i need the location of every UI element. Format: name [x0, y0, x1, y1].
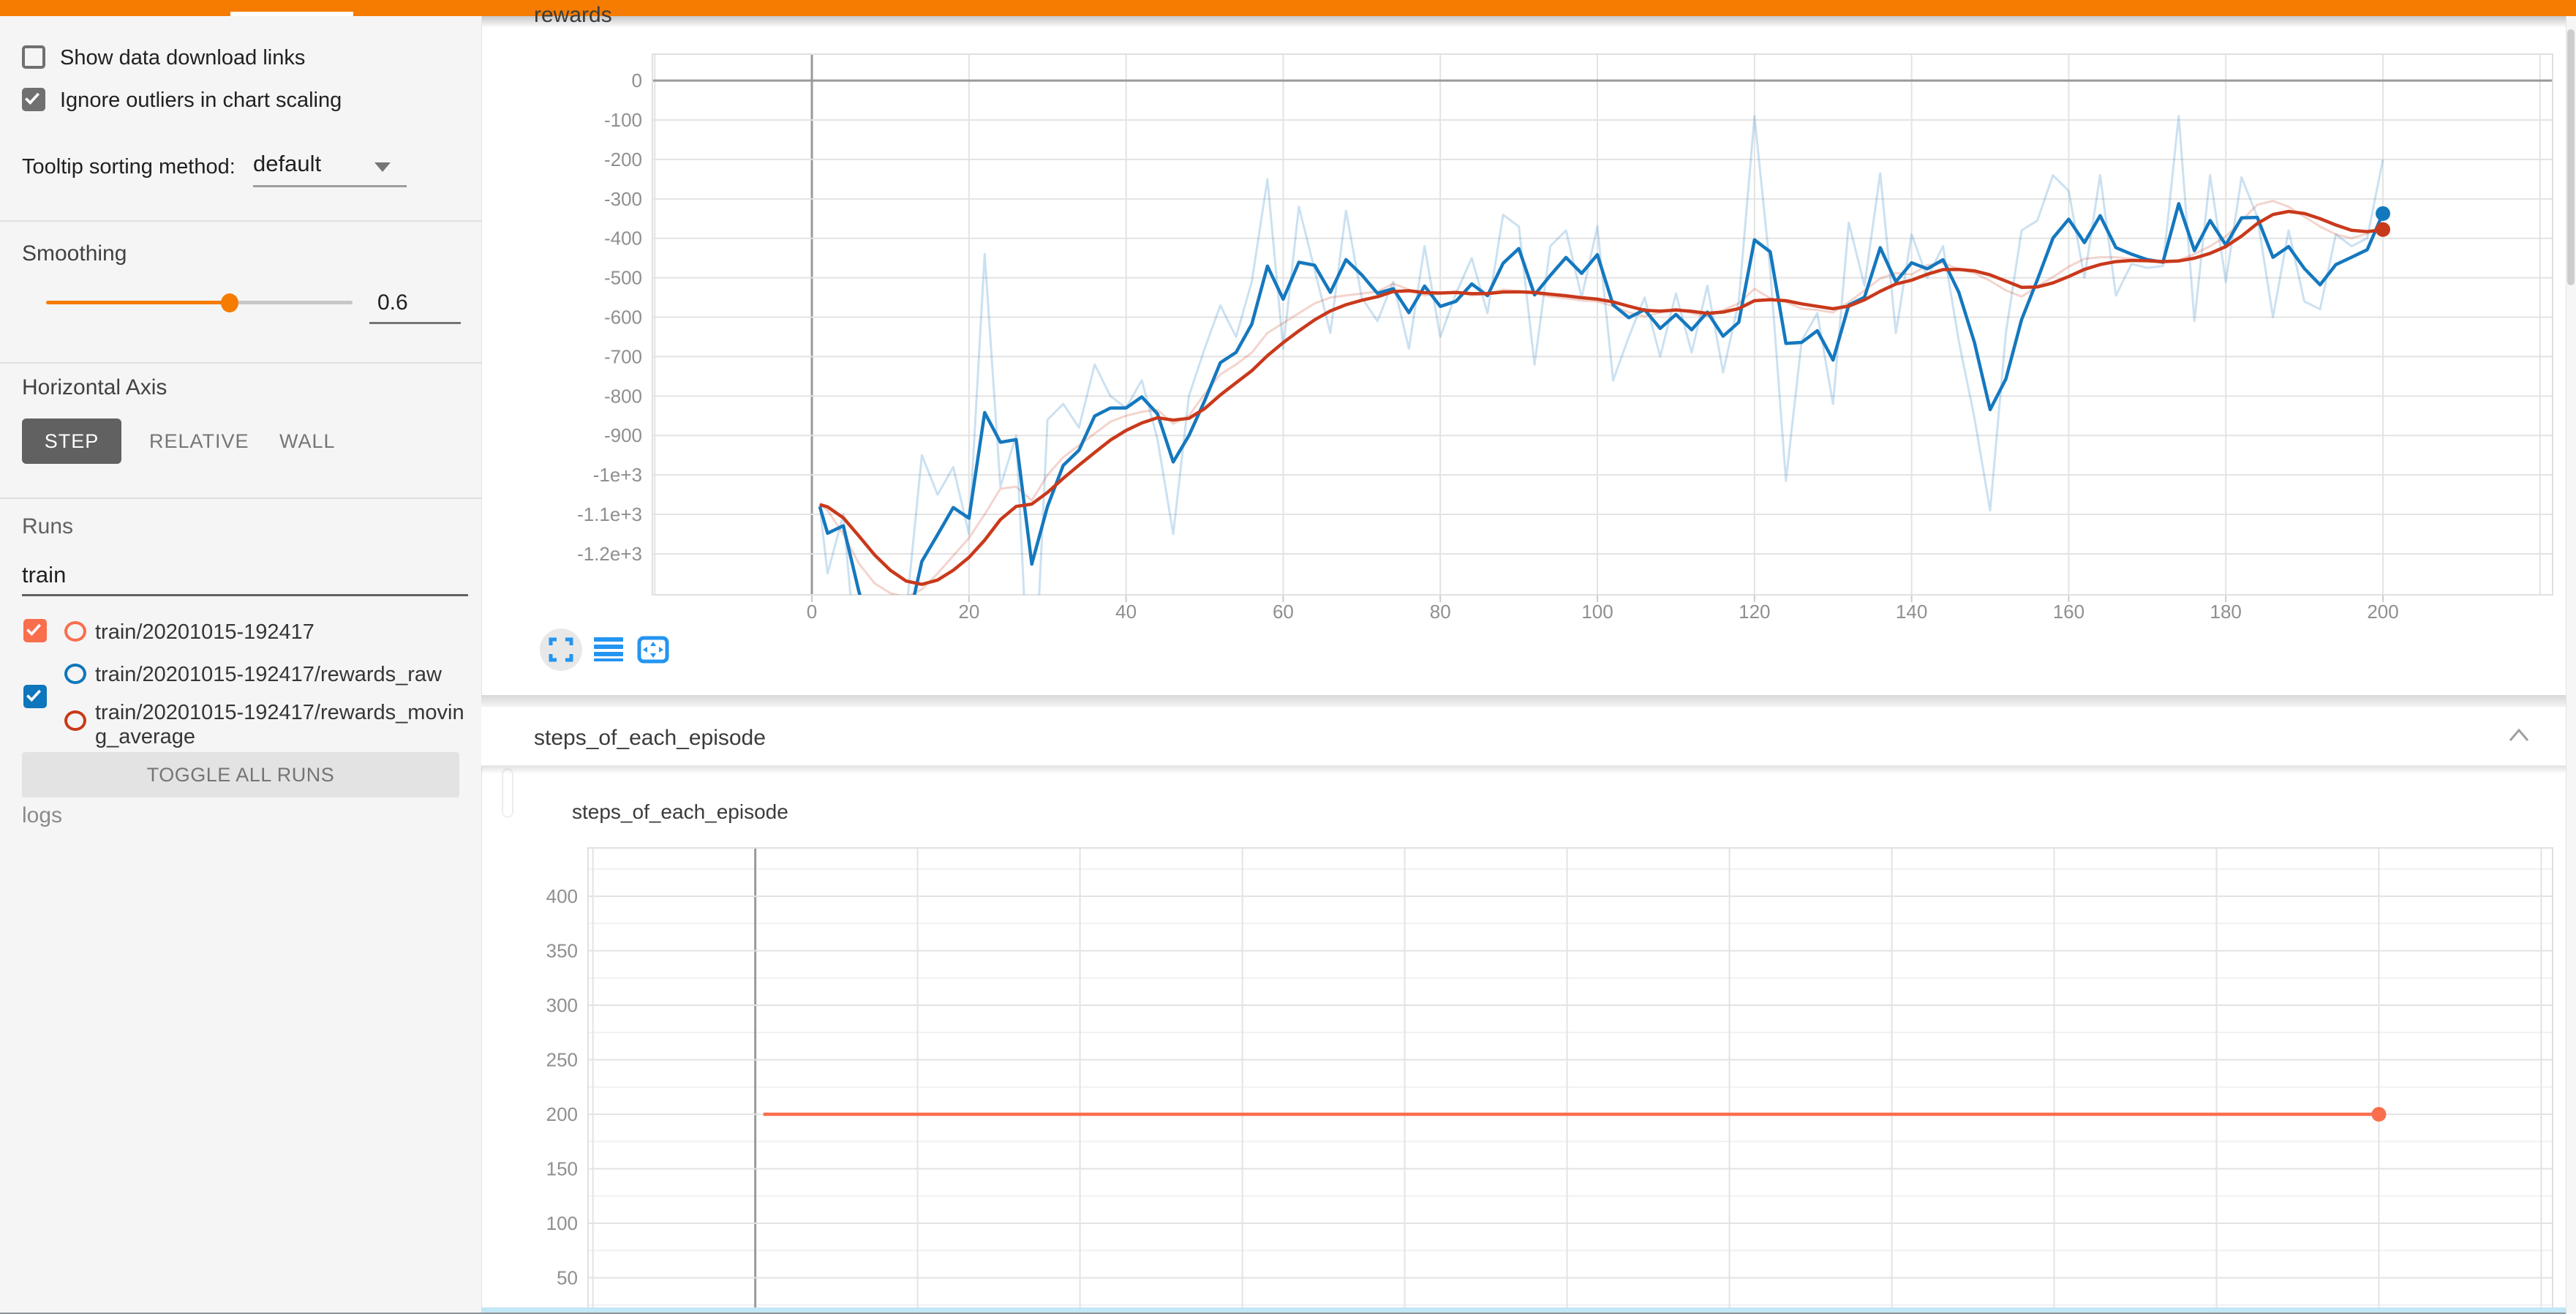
- svg-text:60: 60: [1273, 601, 1294, 622]
- steps-chart[interactable]: 400 350 300 250 200 150 100 50: [512, 827, 2567, 1314]
- svg-text:250: 250: [546, 1049, 578, 1071]
- svg-text:0: 0: [632, 70, 642, 91]
- ignore-outliers-label: Ignore outliers in chart scaling: [60, 89, 342, 112]
- run-radio[interactable]: [64, 710, 86, 731]
- show-download-checkbox[interactable]: [22, 45, 45, 69]
- svg-text:80: 80: [1430, 601, 1451, 622]
- svg-text:100: 100: [1581, 601, 1613, 622]
- collapse-section-icon[interactable]: [2507, 727, 2531, 743]
- divider: [0, 220, 481, 222]
- smoothing-slider-track[interactable]: [230, 301, 353, 304]
- bottom-scroll-strip[interactable]: [481, 1307, 2576, 1313]
- svg-text:120: 120: [1739, 601, 1770, 622]
- rewards-chart-title: rewards: [534, 3, 612, 27]
- run-radio[interactable]: [64, 664, 86, 684]
- svg-text:400: 400: [546, 885, 578, 907]
- toggle-all-runs-button[interactable]: TOGGLE ALL RUNS: [22, 752, 459, 797]
- svg-text:160: 160: [2053, 601, 2084, 622]
- svg-text:0: 0: [807, 601, 817, 622]
- steps-section-header[interactable]: steps_of_each_episode: [481, 707, 2576, 767]
- horizontal-axis-label: Horizontal Axis: [22, 375, 167, 399]
- smoothing-value-input[interactable]: 0.6: [377, 290, 408, 315]
- show-download-label: Show data download links: [60, 46, 306, 70]
- page-scrollbar-thumb[interactable]: [2567, 29, 2575, 285]
- run-label: train/20201015-192417/rewards_raw: [95, 663, 442, 686]
- app-bar-shadow: [0, 16, 2576, 28]
- section-header-shadow: [481, 767, 2576, 774]
- expand-chart-icon[interactable]: [549, 637, 573, 662]
- expand-chart-button-bg[interactable]: [540, 628, 582, 671]
- svg-text:200: 200: [2367, 601, 2398, 622]
- svg-text:140: 140: [1896, 601, 1927, 622]
- active-tab-indicator: [230, 12, 353, 16]
- fit-domain-icon[interactable]: [637, 636, 669, 664]
- tooltip-sort-label: Tooltip sorting method:: [22, 155, 236, 179]
- svg-text:-800: -800: [604, 385, 642, 407]
- check-icon: [26, 689, 42, 702]
- smoothing-slider-thumb[interactable]: [221, 293, 239, 312]
- page-bottom-edge: [0, 1313, 2576, 1314]
- runs-label: Runs: [22, 514, 74, 538]
- svg-text:100: 100: [546, 1212, 578, 1234]
- divider: [0, 498, 481, 499]
- run-radio[interactable]: [64, 621, 86, 642]
- steps-chart-title: steps_of_each_episode: [572, 800, 788, 823]
- svg-text:-1.1e+3: -1.1e+3: [577, 503, 642, 525]
- run-checkbox[interactable]: [23, 619, 47, 642]
- section-divider: [481, 695, 2576, 707]
- svg-text:-200: -200: [604, 149, 642, 170]
- svg-text:-900: -900: [604, 424, 642, 446]
- runs-filter-input[interactable]: train: [22, 562, 67, 587]
- runs-filter-underline: [22, 594, 468, 596]
- svg-text:-700: -700: [604, 345, 642, 367]
- run-label: train/20201015-192417/rewards_moving_ave…: [95, 701, 464, 748]
- haxis-step-button[interactable]: STEP: [22, 418, 121, 464]
- svg-text:300: 300: [546, 994, 578, 1016]
- svg-text:20: 20: [958, 601, 979, 622]
- smoothing-label: Smoothing: [22, 241, 127, 266]
- ignore-outliers-checkbox[interactable]: [22, 88, 45, 111]
- logs-group-label: logs: [22, 803, 63, 827]
- haxis-wall-button[interactable]: WALL: [279, 430, 336, 452]
- haxis-relative-button[interactable]: RELATIVE: [149, 430, 249, 452]
- page-scrollbar-track[interactable]: [2566, 16, 2576, 1314]
- svg-text:-1e+3: -1e+3: [593, 464, 642, 486]
- run-label: train/20201015-192417: [95, 620, 315, 644]
- svg-text:180: 180: [2210, 601, 2242, 622]
- sidebar-scrollbar-thumb[interactable]: [503, 770, 512, 816]
- svg-text:50: 50: [557, 1267, 578, 1289]
- runs-table-icon[interactable]: [594, 637, 623, 662]
- smoothing-value-underline: [369, 322, 461, 324]
- svg-text:-600: -600: [604, 307, 642, 328]
- tooltip-sort-underline: [253, 185, 407, 187]
- check-icon: [25, 92, 40, 105]
- svg-text:200: 200: [546, 1103, 578, 1125]
- svg-text:350: 350: [546, 940, 578, 962]
- steps-section-title: steps_of_each_episode: [534, 726, 766, 750]
- svg-text:-100: -100: [604, 109, 642, 131]
- dropdown-caret-icon[interactable]: [374, 162, 391, 172]
- svg-text:150: 150: [546, 1158, 578, 1180]
- svg-text:-1.2e+3: -1.2e+3: [577, 543, 642, 565]
- rewards-chart[interactable]: 0 -100 -200 -300 -400 -500 -600 -700 -800 -900 -1e…: [512, 37, 2567, 622]
- run-checkbox[interactable]: [23, 685, 47, 708]
- check-icon: [26, 623, 42, 637]
- top-app-bar: [0, 0, 2576, 16]
- divider: [0, 362, 481, 364]
- svg-text:-500: -500: [604, 267, 642, 289]
- tooltip-sort-select[interactable]: default: [253, 151, 322, 176]
- svg-text:-400: -400: [604, 228, 642, 249]
- svg-text:40: 40: [1115, 601, 1137, 622]
- smoothing-slider-filled[interactable]: [46, 301, 230, 304]
- svg-text:-300: -300: [604, 188, 642, 210]
